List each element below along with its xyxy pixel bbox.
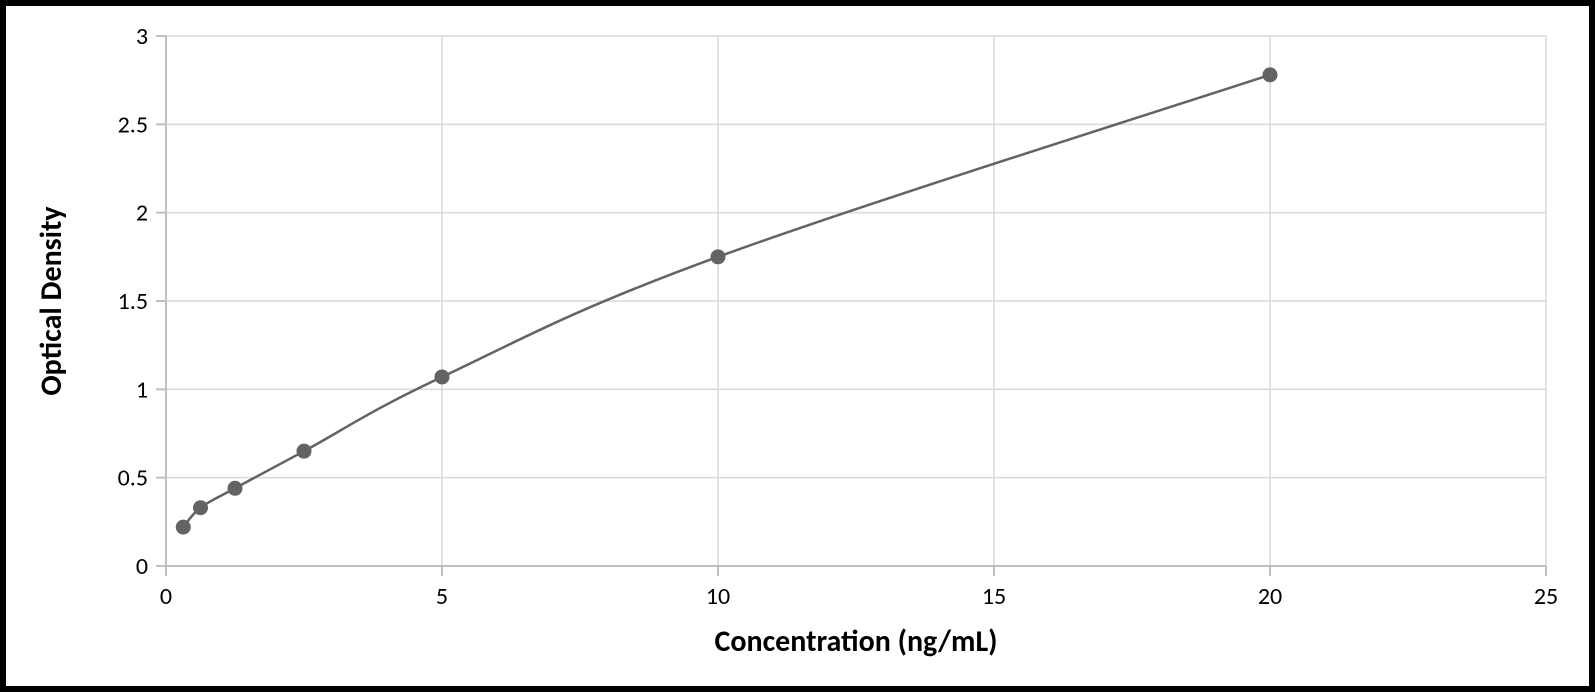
x-tick-label: 0 [160, 582, 172, 611]
x-tick-label: 25 [1534, 582, 1558, 611]
data-point [1263, 67, 1278, 82]
data-point [435, 369, 450, 384]
data-point [711, 249, 726, 264]
data-point [297, 444, 312, 459]
data-point [193, 500, 208, 515]
data-point [176, 520, 191, 535]
line-chart: 0 5 10 15 20 25 0 0.5 1 1.5 2 2.5 3 Concentration (ng… [6, 6, 1589, 686]
x-tick-label: 15 [982, 582, 1006, 611]
x-tick-label: 20 [1258, 582, 1282, 611]
y-tick-label: 2.5 [118, 110, 148, 139]
x-tick-label: 5 [436, 582, 448, 611]
y-tick-label: 0.5 [118, 464, 148, 493]
y-axis-title: Optical Density [33, 206, 70, 396]
y-tick-label: 2 [136, 199, 148, 228]
y-tick-label: 0 [136, 552, 148, 581]
x-axis-title: Concentration (ng/mL) [715, 623, 998, 660]
y-tick-label: 3 [136, 22, 148, 51]
chart-frame: 0 5 10 15 20 25 0 0.5 1 1.5 2 2.5 3 Concentration (ng… [0, 0, 1595, 692]
chart-container: 0 5 10 15 20 25 0 0.5 1 1.5 2 2.5 3 Concentration (ng… [6, 6, 1589, 686]
x-tick-label: 10 [706, 582, 730, 611]
y-tick-label: 1 [136, 375, 148, 404]
y-tick-label: 1.5 [118, 287, 148, 316]
data-point [228, 481, 243, 496]
